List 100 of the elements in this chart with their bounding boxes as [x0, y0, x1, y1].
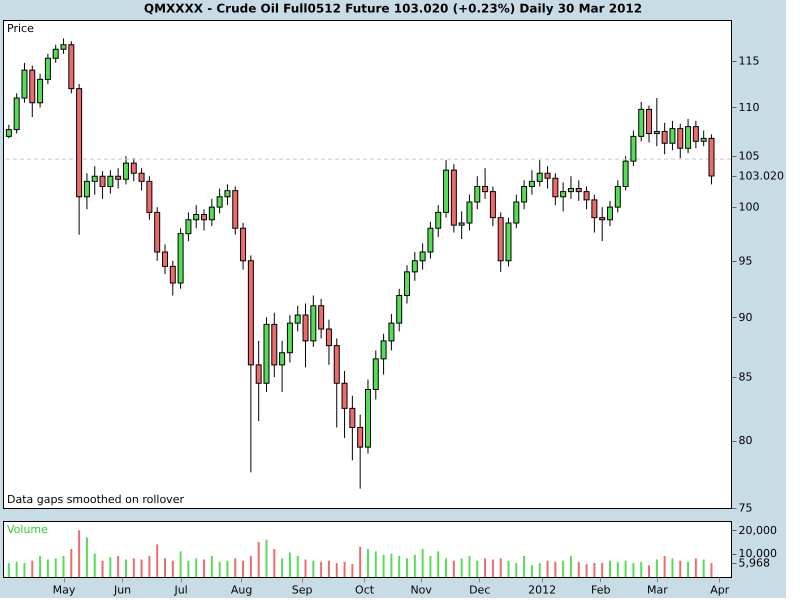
bar: [530, 565, 533, 577]
bar: [203, 560, 206, 577]
bar: [687, 562, 690, 577]
y-axis-title: Volume: [7, 523, 48, 536]
bar: [78, 530, 80, 577]
bar: [195, 558, 198, 577]
bar: [500, 558, 502, 577]
bar: [336, 563, 338, 577]
candlestick: [162, 244, 168, 275]
bar: [39, 556, 42, 577]
candlestick: [544, 166, 551, 190]
candlestick: [669, 120, 676, 151]
bar: [632, 563, 634, 577]
bar: [422, 549, 424, 577]
bar: [94, 554, 96, 577]
bar: [328, 560, 330, 577]
bar: [429, 556, 432, 577]
bar: [124, 560, 127, 577]
y-tick-label: 75: [738, 502, 752, 514]
bar: [679, 560, 682, 577]
bar: [616, 562, 619, 577]
x-tick-label: Jul: [173, 584, 188, 596]
bar: [140, 560, 143, 577]
bar: [578, 562, 580, 577]
bar: [344, 562, 346, 577]
bar: [538, 563, 541, 577]
y-tick-label: 105: [738, 150, 760, 163]
bar: [656, 560, 658, 577]
bar: [476, 560, 478, 577]
bar: [437, 551, 440, 577]
bar: [281, 558, 284, 577]
bar: [187, 560, 190, 577]
chart-title: QMXXXX - Crude Oil Full0512 Future 103.020 (+0.23%) Daily 30 Mar 2012: [144, 2, 642, 16]
bar: [624, 560, 627, 577]
bar: [508, 560, 510, 577]
bar: [640, 562, 642, 577]
bar: [86, 537, 88, 577]
bar: [102, 560, 104, 577]
bar: [31, 560, 34, 577]
bar: [148, 556, 150, 577]
y-tick-label: 100: [738, 200, 760, 214]
bar: [710, 563, 712, 577]
bar: [258, 542, 260, 577]
x-tick-label: Feb: [590, 584, 610, 596]
bar: [226, 560, 228, 577]
bar: [593, 563, 596, 577]
bar: [242, 560, 244, 577]
bar: [320, 562, 322, 577]
bar: [351, 564, 354, 577]
bar: [296, 556, 299, 577]
x-tick-label: Dec: [469, 584, 490, 596]
bar: [398, 556, 400, 577]
bar: [586, 564, 588, 577]
bar: [16, 562, 18, 577]
y-tick-label: 85: [738, 370, 752, 384]
bar: [210, 556, 213, 577]
bar: [492, 560, 494, 577]
x-tick-label: Apr: [710, 584, 730, 596]
bar: [288, 552, 291, 577]
bar: [359, 546, 362, 577]
bar: [390, 554, 392, 577]
bar: [234, 558, 236, 577]
bar: [523, 556, 526, 577]
y-tick-label: 110: [738, 101, 760, 114]
bar: [273, 549, 276, 577]
x-tick-label: Sep: [292, 584, 312, 596]
x-tick-label: Mar: [646, 584, 668, 596]
bar: [218, 562, 221, 577]
bar: [180, 551, 182, 577]
x-tick-label: May: [52, 584, 76, 596]
y-tick-label: 20,000: [738, 524, 777, 537]
bar: [406, 558, 408, 577]
x-tick-label: Nov: [410, 584, 432, 596]
bar: [546, 560, 549, 577]
bar: [671, 558, 674, 577]
bar: [109, 557, 112, 577]
y-tick-label: 95: [738, 254, 752, 268]
y-tick-label: 5,968: [738, 556, 770, 570]
candlestick: [122, 156, 129, 185]
bar: [414, 554, 416, 577]
bar: [515, 563, 518, 577]
bar: [452, 560, 455, 577]
bar: [164, 558, 166, 577]
candlestick: [568, 176, 574, 200]
bar: [70, 549, 72, 577]
x-tick-label: 2012: [528, 584, 556, 596]
bar: [132, 558, 135, 577]
bar: [172, 560, 174, 577]
bar: [23, 563, 26, 577]
bar: [460, 558, 463, 577]
bar: [445, 558, 448, 577]
bar: [265, 540, 268, 577]
bar: [156, 544, 158, 577]
bar: [46, 560, 49, 577]
bar: [374, 551, 377, 577]
candlestick: [466, 194, 472, 231]
bar: [601, 563, 604, 577]
bar: [54, 558, 57, 577]
bar: [250, 556, 252, 577]
bar: [562, 560, 564, 577]
